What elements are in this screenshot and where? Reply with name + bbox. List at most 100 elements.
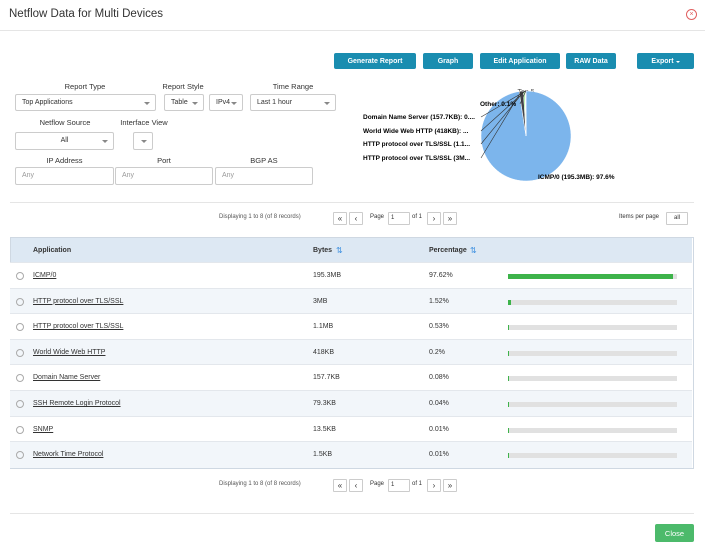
table-row: Domain Name Server 157.7KB 0.08% bbox=[10, 364, 692, 391]
progress-track bbox=[508, 428, 677, 433]
button-label: RAW Data bbox=[574, 58, 607, 65]
row-radio[interactable] bbox=[16, 426, 24, 434]
application-link[interactable]: SSH Remote Login Protocol bbox=[33, 400, 121, 407]
page-nav[interactable]: « bbox=[333, 212, 347, 225]
progress-bar bbox=[508, 274, 673, 279]
table-row: SNMP 13.5KB 0.01% bbox=[10, 416, 692, 443]
pagination-summary: Displaying 1 to 8 (of 8 records) bbox=[219, 214, 301, 220]
bytes-cell: 157.7KB bbox=[313, 374, 340, 381]
bytes-cell: 13.5KB bbox=[313, 426, 336, 433]
select[interactable]: Last 1 hour bbox=[250, 94, 336, 111]
percentage-cell: 0.2% bbox=[429, 349, 445, 356]
application-link[interactable]: ICMP/0 bbox=[33, 272, 56, 279]
bytes-cell: 195.3MB bbox=[313, 272, 341, 279]
row-radio[interactable] bbox=[16, 349, 24, 357]
toolbar-button[interactable]: Graph bbox=[423, 53, 473, 69]
select[interactable]: Top Applications bbox=[15, 94, 156, 111]
percentage-cell: 0.01% bbox=[429, 426, 449, 433]
application-link[interactable]: HTTP protocol over TLS/SSL bbox=[33, 323, 123, 330]
field-label: Report Style bbox=[160, 82, 206, 91]
page-nav[interactable]: » bbox=[443, 212, 457, 225]
percentage-cell: 0.08% bbox=[429, 374, 449, 381]
field-label: Netflow Source bbox=[15, 118, 115, 127]
percentage-cell: 1.52% bbox=[429, 298, 449, 305]
close-button[interactable]: Close bbox=[655, 524, 694, 542]
close-icon[interactable]: × bbox=[686, 9, 697, 20]
field-label: BGP AS bbox=[215, 156, 313, 165]
application-link[interactable]: Domain Name Server bbox=[33, 374, 100, 381]
table-row: World Wide Web HTTP418KB0.2% bbox=[10, 339, 692, 366]
field-label: IP Address bbox=[15, 156, 114, 165]
page-count: of 1 bbox=[412, 481, 422, 487]
select[interactable]: IPv4 bbox=[209, 94, 243, 111]
application-link[interactable]: World Wide Web HTTP bbox=[33, 349, 105, 356]
page-nav[interactable]: ‹ bbox=[349, 212, 363, 225]
bytes-cell: 1.1MB bbox=[313, 323, 333, 330]
pagination-summary: Displaying 1 to 8 (of 8 records) bbox=[219, 481, 301, 487]
dropdown-caret bbox=[676, 61, 680, 65]
page-count: of 1 bbox=[412, 214, 422, 220]
button-label: Generate Report bbox=[348, 58, 403, 65]
row-radio[interactable] bbox=[16, 298, 24, 306]
column-header[interactable]: Percentage bbox=[429, 247, 467, 254]
application-link[interactable]: HTTP protocol over TLS/SSL bbox=[33, 298, 123, 305]
table-row: HTTP protocol over TLS/SSL 3MB 1.52% bbox=[10, 288, 692, 315]
progress-bar bbox=[508, 376, 509, 381]
page-nav[interactable]: › bbox=[427, 212, 441, 225]
row-radio[interactable] bbox=[16, 374, 24, 382]
toolbar-button[interactable]: Export bbox=[637, 53, 694, 69]
application-link[interactable]: SNMP bbox=[33, 426, 53, 433]
pie-label: Other: 0.1% bbox=[480, 101, 516, 108]
progress-track bbox=[508, 300, 677, 305]
bytes-cell: 79.3KB bbox=[313, 400, 336, 407]
toolbar-button[interactable]: RAW Data bbox=[566, 53, 616, 69]
button-label: Graph bbox=[438, 58, 459, 65]
button-label: Export bbox=[651, 58, 673, 65]
pie-label: Domain Name Server (157.7KB): 0.... bbox=[363, 114, 475, 121]
application-link[interactable]: Network Time Protocol bbox=[33, 451, 103, 458]
field-label: Report Type bbox=[15, 82, 155, 91]
select[interactable] bbox=[133, 132, 153, 150]
toolbar-button[interactable]: Edit Application bbox=[480, 53, 560, 69]
progress-bar bbox=[508, 402, 509, 407]
table-row: SSH Remote Login Protocol 79.3KB 0.04% bbox=[10, 390, 692, 417]
text-input[interactable]: Any bbox=[15, 167, 114, 185]
percentage-cell: 0.53% bbox=[429, 323, 449, 330]
dialog-title: Netflow Data for Multi Devices bbox=[9, 8, 163, 20]
button-label: Edit Application bbox=[493, 58, 546, 65]
progress-track bbox=[508, 351, 677, 356]
page-input[interactable]: 1 bbox=[388, 479, 410, 492]
page-nav[interactable]: » bbox=[443, 479, 457, 492]
sort-icon[interactable]: ⇅ bbox=[336, 246, 343, 255]
progress-track bbox=[508, 376, 677, 381]
select[interactable]: All bbox=[15, 132, 114, 150]
progress-track bbox=[508, 453, 677, 458]
row-radio[interactable] bbox=[16, 451, 24, 459]
page-input[interactable]: 1 bbox=[388, 212, 410, 225]
page-nav[interactable]: ‹ bbox=[349, 479, 363, 492]
table-row: ICMP/0195.3MB97.62% bbox=[10, 262, 692, 289]
row-radio[interactable] bbox=[16, 272, 24, 280]
page-label: Page bbox=[370, 214, 384, 220]
select[interactable]: Table bbox=[164, 94, 204, 111]
text-input[interactable]: Any bbox=[115, 167, 213, 185]
page-label: Page bbox=[370, 481, 384, 487]
percentage-cell: 0.04% bbox=[429, 400, 449, 407]
column-header[interactable]: Application bbox=[33, 247, 71, 254]
progress-bar bbox=[508, 300, 511, 305]
table-row: HTTP protocol over TLS/SSL 1.1MB 0.53% bbox=[10, 313, 692, 340]
divider bbox=[10, 513, 694, 514]
page-nav[interactable]: › bbox=[427, 479, 441, 492]
row-radio[interactable] bbox=[16, 323, 24, 331]
bytes-cell: 3MB bbox=[313, 298, 327, 305]
progress-track bbox=[508, 274, 677, 279]
row-radio[interactable] bbox=[16, 400, 24, 408]
sort-icon[interactable]: ⇅ bbox=[470, 246, 477, 255]
text-input[interactable]: Any bbox=[215, 167, 313, 185]
page-nav[interactable]: « bbox=[333, 479, 347, 492]
column-header[interactable]: Bytes bbox=[313, 247, 332, 254]
toolbar-button[interactable]: Generate Report bbox=[334, 53, 416, 69]
field-label: Port bbox=[115, 156, 213, 165]
items-per-page[interactable]: all bbox=[666, 212, 688, 225]
